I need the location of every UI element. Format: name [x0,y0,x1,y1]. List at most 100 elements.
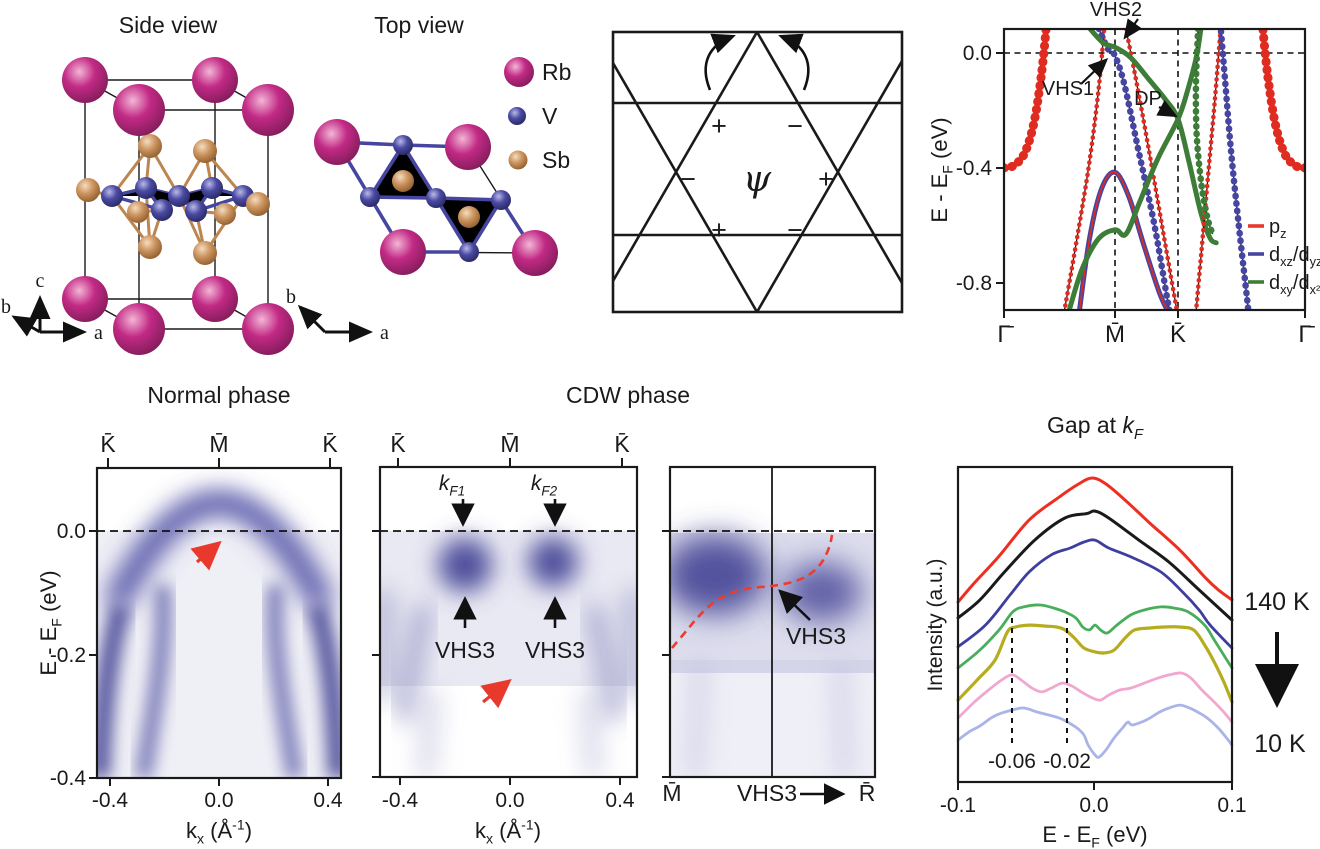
cut-vhs3-label: VHS3 [737,780,797,806]
side-view-title: Side view [119,12,218,38]
band-ylabel: E - EF (eV) [927,117,956,222]
band-underline-dxz-dome [1078,171,1168,310]
sb-atoms [76,134,270,265]
rb-legend-sphere [504,57,534,87]
band-structure-panel: 0.0 -0.4 -0.8 Γ̄ M̄ K̄ Γ̄ E - EF (eV) VH… [927,0,1320,348]
band-curves [1004,29,1305,310]
sign-left: − [680,164,696,194]
v-atom [393,135,413,155]
vhs1-label: VHS1 [1042,78,1094,100]
gap-title: Gap at kF [1047,412,1144,443]
legend-pz: pz [1269,216,1287,241]
sb-atom [392,170,414,192]
side-axes: c a b [1,270,103,344]
normal-phase-title: Normal phase [147,382,290,408]
gap-xlabel: E - EF (eV) [1042,822,1147,849]
v-legend-sphere [508,107,526,125]
p2-xtick-1: 0.0 [495,789,524,812]
kf2-label: kF2 [531,472,558,499]
v-atoms [101,177,254,222]
legend-dxz-dyz: dxz/dyz [1269,244,1320,269]
v-atom [491,190,511,210]
crystal-structure-panel: Side view Top view [1,12,571,355]
cdw-phase-title: CDW phase [566,382,690,408]
p1-ytick-0: 0.0 [57,520,86,543]
top-view-structure [314,119,558,276]
rb-atom [445,124,491,170]
temp-high-label: 140 K [1244,588,1310,616]
vhs3-cut-arrow [778,589,811,621]
temp-low-label: 10 K [1254,730,1306,758]
p1-xtick-0: -0.4 [92,789,129,812]
p1-ylabel: E - EF (eV) [36,570,65,675]
band-dxy-lower [1066,29,1204,310]
p1-top-k-left: K̄ [100,431,116,457]
orbital-legend: pz dxz/dyz dxy/dx²-y² [1248,216,1320,297]
gap-xtick-0: -0.1 [940,794,976,817]
p2-top-k-right: K̄ [614,431,630,457]
band-ytick-1: -0.4 [956,157,993,180]
band-frame [1002,27,1307,312]
band-dxz-dome [1077,169,1170,310]
atom-legend: Rb V Sb [504,57,571,173]
band-pz-left-pocket [1004,29,1051,173]
sb-legend-sphere [508,150,528,170]
axis-a-label: a [380,322,389,344]
gap-curve-10 K [956,703,1234,759]
cut-heatmap [670,528,875,777]
gap-curves [956,476,1234,759]
gap-xtick-1: 0.0 [1079,794,1108,817]
sign-lower-right: − [787,215,803,245]
rb-atoms-front [113,84,294,355]
vhs2-label: VHS2 [1090,0,1142,21]
sign-right: + [818,164,834,194]
axis-a-label: a [94,322,103,344]
arpes-panels: Normal phase CDW phase K̄ M̄ K̄ 0.0 -0.2… [36,382,877,847]
p2-xtick-2: 0.4 [605,789,635,812]
gap-curve-intermediate-3 [956,603,1234,670]
normal-phase-heatmap [97,490,341,778]
kf1-label: kF1 [439,472,465,499]
sb-legend-label: Sb [542,147,570,173]
band-xtick-k: K̄ [1170,321,1186,348]
cut-r-label: R̄ [859,780,876,806]
p2-top-m: M̄ [500,431,519,457]
vhs3-cut-label: VHS3 [786,623,846,649]
band-dxz-vhs1 [1095,29,1173,310]
gap-curve-140 K [956,476,1234,604]
rb-legend-label: Rb [542,59,571,85]
p1-top-k-right: K̄ [322,431,338,457]
p2-top-k-left: K̄ [390,431,406,457]
p2-xlabel: kx (Å-1) [475,817,541,847]
psi-symbol: ψ [743,159,772,200]
legend-dxy-dx2y2: dxy/dx²-y² [1269,272,1320,297]
vhs3-label-right: VHS3 [525,637,585,663]
vhs3-dispersion-dashed-curve [671,534,834,649]
sb-atom [458,206,480,228]
gap-panel: Gap at kF -0.06 -0.02 -0.1 0.0 0.1 E - E… [924,412,1310,849]
v-atom [459,242,479,262]
p1-xlabel: kx (Å-1) [186,817,252,847]
gap-curve-intermediate-2 [956,538,1234,650]
band-xtick-m: M̄ [1105,321,1125,348]
p2-xtick-0: -0.4 [382,789,419,812]
band-pz-linear-down [1123,29,1180,310]
p1-top-m: M̄ [209,431,228,457]
sign-upper-right: − [787,111,803,141]
rb-atom [380,229,426,275]
vhs2-arrow [1123,18,1143,40]
p1-ytick-2: -0.4 [50,767,87,790]
band-invV-left [1193,29,1224,310]
axis-b-label: b [286,286,296,308]
gap-ylabel: Intensity (a.u.) [924,558,947,691]
vhs1-arrow [1080,57,1109,85]
cdw-phase-heatmap [380,526,637,777]
p1-xtick-1: 0.0 [204,789,233,812]
wavefunction-diagram: + − − + + − ψ [611,30,904,314]
band-xtick-gamma-right: Γ̄ [1298,321,1315,348]
v-atom [426,188,446,208]
gap-curve-intermediate-1 [956,509,1234,622]
dp-label: DP [1134,88,1162,110]
vhs3-label-left: VHS3 [435,637,495,663]
